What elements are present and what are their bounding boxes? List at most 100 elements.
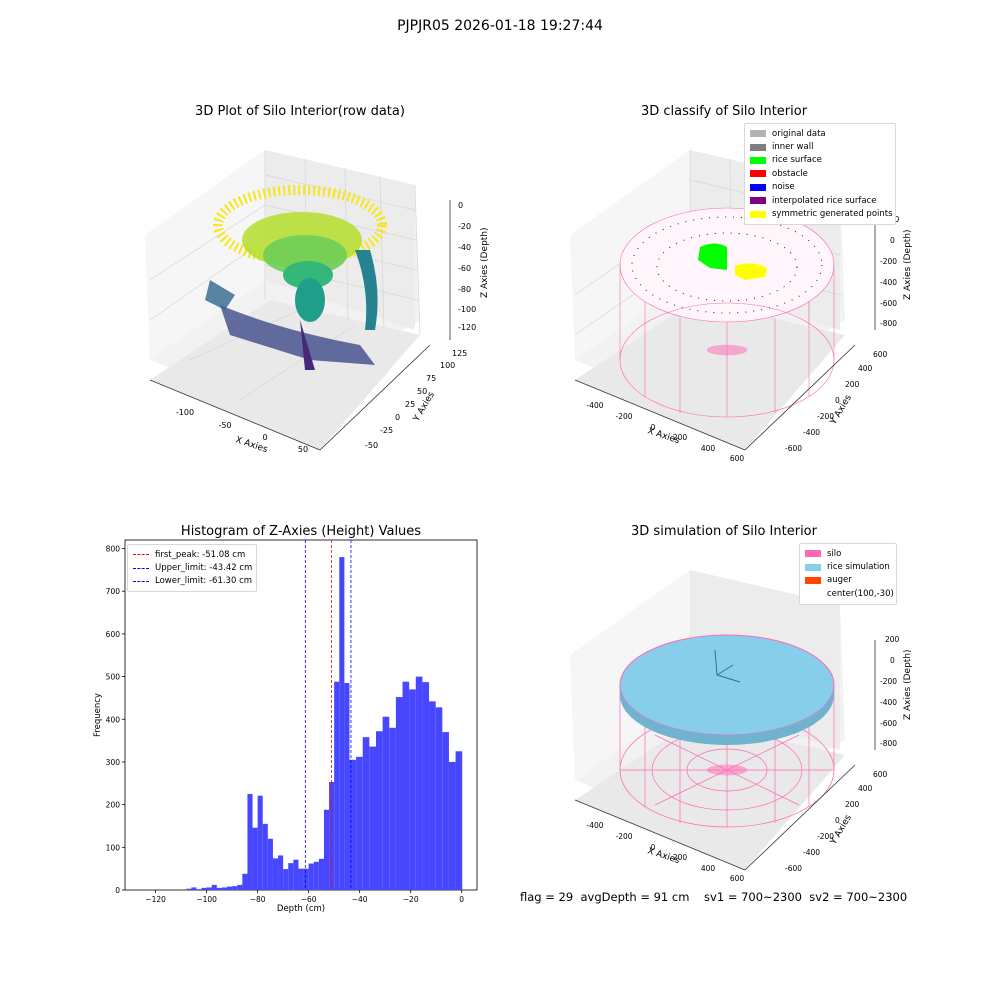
panel4-ylabel: Y Axies (828, 813, 854, 847)
svg-text:50: 50 (417, 387, 427, 396)
panel1-z-ticks: 0 -20 -40 -60 -80 -100 -120 (458, 201, 476, 332)
histogram-bar (252, 827, 258, 890)
svg-text:600: 600 (730, 874, 745, 883)
svg-text:0: 0 (835, 396, 840, 405)
histogram-bar (334, 681, 340, 890)
legend-item-auger: auger (805, 574, 891, 587)
histogram-y-ticks: 0 100 200 300 400 500 600 700 800 (106, 545, 125, 895)
histogram-bar (349, 759, 357, 890)
panel1-title: 3D Plot of Silo Interior(row data) (195, 104, 405, 119)
panel4-z-ticks: 200 0 -200 -400 -600 -800 (880, 635, 900, 748)
legend-line (133, 567, 149, 569)
legend-item-first-peak: first_peak: -51.08 cm (133, 548, 251, 561)
panel2-x-ticks: -400 -200 0 200 400 600 (586, 401, 744, 463)
svg-text:400: 400 (701, 444, 716, 453)
panel3-histogram: −120 −100 −80 −60 −40 −20 0 0 100 200 300 400 500 60… (93, 539, 478, 914)
y-tick-label: 500 (106, 673, 121, 682)
svg-text:-40: -40 (458, 243, 471, 252)
histogram-bar (216, 887, 222, 890)
svg-text:-120: -120 (458, 323, 476, 332)
panel4-3d-simulation: -400 -200 0 200 400 600 -600 -400 -200 0… (570, 570, 913, 883)
svg-text:600: 600 (873, 350, 888, 359)
svg-text:-800: -800 (880, 319, 897, 328)
legend-swatch (750, 170, 766, 178)
panel1-zlabel: Z Axies (Depth) (480, 227, 490, 298)
panel2-z-ticks: 200 0 -200 -400 -600 -800 (880, 215, 900, 328)
x-tick-label: −120 (145, 895, 166, 904)
panel4-rice-simulation (619, 634, 835, 736)
svg-text:-400: -400 (880, 698, 897, 707)
legend-item-interpolated-rice-surface: interpolated rice surface (750, 194, 890, 207)
histogram-bar (221, 887, 228, 890)
legend-item-rice-simulation: rice simulation (805, 560, 891, 573)
svg-text:200: 200 (673, 433, 688, 442)
panel3-title: Histogram of Z-Axies (Height) Values (180, 524, 422, 539)
histogram-bar (186, 888, 192, 890)
svg-text:-200: -200 (880, 677, 897, 686)
panel4-legend: silo rice simulation auger center(100,-3… (799, 543, 897, 605)
legend-item-lower-limit: Lower_limit: -61.30 cm (133, 575, 252, 588)
svg-text:-600: -600 (785, 864, 802, 873)
histogram-bar (402, 681, 410, 890)
histogram-xlabel: Depth (cm) (277, 904, 325, 914)
svg-text:0: 0 (395, 413, 400, 422)
histogram-bar (429, 701, 436, 890)
panel2-title: 3D classify of Silo Interior (640, 104, 808, 119)
panel2-y-ticks: -600 -400 -200 0 200 400 600 (785, 350, 888, 453)
histogram-bar (298, 868, 304, 890)
legend-item-upper-limit: Upper_limit: -43.42 cm (133, 561, 252, 574)
panel2-3d-classify: -400 -200 0 200 400 600 -600 -400 -200 0… (570, 150, 913, 463)
histogram-bar (313, 861, 319, 890)
y-tick-label: 200 (106, 801, 121, 810)
x-tick-label: −60 (301, 895, 317, 904)
legend-swatch (805, 563, 821, 571)
panel2-axis-lines (574, 220, 876, 451)
legend-swatch (805, 576, 821, 584)
legend-item-symmetric-points: symmetric generated points (750, 207, 893, 220)
svg-text:600: 600 (873, 770, 888, 779)
svg-text:200: 200 (845, 800, 860, 809)
panel2-ylabel: Y Axies (828, 393, 854, 427)
legend-swatch (805, 550, 821, 558)
legend-item-original-data: original data (750, 127, 890, 140)
svg-text:-200: -200 (817, 412, 834, 421)
legend-swatch (805, 590, 821, 597)
svg-text:200: 200 (673, 853, 688, 862)
histogram-bars (186, 557, 463, 890)
histogram-bar (422, 682, 430, 890)
histogram-bar (323, 809, 330, 890)
svg-text:0: 0 (262, 433, 267, 442)
histogram-bar (369, 746, 376, 890)
histogram-reference-lines (304, 540, 352, 890)
svg-text:0: 0 (890, 236, 895, 245)
svg-text:600: 600 (730, 454, 745, 463)
panel4-y-ticks: -600 -400 -200 0 200 400 600 (785, 770, 888, 873)
histogram-bar (206, 887, 212, 890)
histogram-bar (362, 737, 370, 890)
y-tick-label: 700 (106, 587, 121, 596)
svg-text:-20: -20 (458, 222, 471, 231)
panel4-zlabel: Z Axies (Depth) (903, 649, 913, 720)
histogram-bar (196, 889, 202, 890)
legend-swatch (750, 130, 766, 138)
panel4-rice-side (620, 685, 834, 745)
histogram-bar (211, 884, 217, 890)
svg-text:-200: -200 (615, 832, 632, 841)
x-tick-label: 0 (459, 895, 464, 904)
panel4-auger (714, 649, 741, 683)
svg-text:-400: -400 (803, 848, 820, 857)
panel1-points (205, 185, 387, 370)
svg-text:-200: -200 (817, 832, 834, 841)
svg-text:-200: -200 (615, 412, 632, 421)
y-tick-label: 300 (106, 758, 121, 767)
x-tick-label: −80 (250, 895, 266, 904)
svg-text:-400: -400 (803, 428, 820, 437)
panel2-rice-surface (698, 243, 727, 270)
histogram-bar (191, 887, 197, 890)
svg-text:50: 50 (298, 445, 308, 454)
histogram-bar (303, 868, 309, 890)
histogram-bar (409, 689, 416, 890)
svg-text:125: 125 (452, 349, 467, 358)
svg-text:-25: -25 (380, 426, 393, 435)
legend-line (133, 554, 149, 556)
